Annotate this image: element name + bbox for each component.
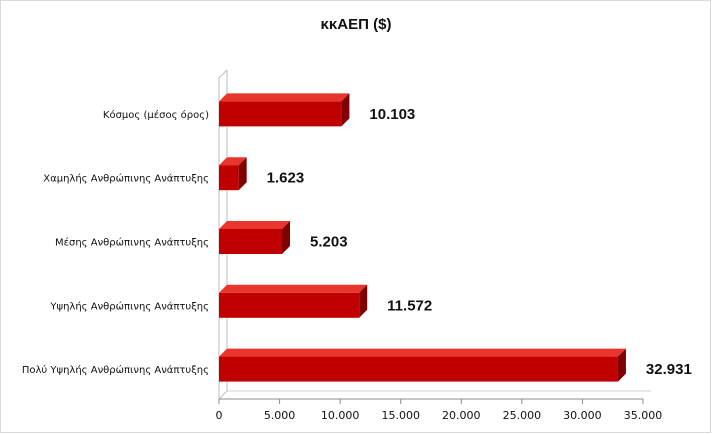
category-label: Μέσης Ανθρώπινης Ανάπτυξης xyxy=(55,237,209,249)
chart-title: κκΑΕΠ ($) xyxy=(320,16,392,33)
bar-top xyxy=(219,284,368,293)
data-label: 1.623 xyxy=(267,170,305,187)
bar-side xyxy=(238,157,247,191)
x-tick-label: 10.000 xyxy=(321,409,360,422)
bar xyxy=(219,165,239,191)
bar-side xyxy=(617,348,626,382)
bar-top xyxy=(219,221,291,229)
x-tick-label: 30.000 xyxy=(563,409,602,422)
left-wall xyxy=(218,69,228,399)
category-label: Πολύ Υψηλής Ανθρώπινης Ανάπτυξης xyxy=(22,364,209,376)
bar xyxy=(219,292,360,318)
bar-top xyxy=(219,348,626,357)
category-label: Υψηλής Ανθρώπινης Ανάπτυξης xyxy=(49,300,209,312)
x-tick-label: 15.000 xyxy=(381,409,420,422)
data-label: 32.931 xyxy=(646,361,692,378)
category-label: Κόσμος (μέσος όρος) xyxy=(103,109,209,121)
x-tick-label: 25.000 xyxy=(503,409,542,422)
x-tick-label: 5.000 xyxy=(264,409,296,422)
bar-top xyxy=(219,93,350,102)
bar-top xyxy=(219,157,247,166)
bar xyxy=(219,101,342,127)
bar-side xyxy=(282,221,291,254)
data-label: 5.203 xyxy=(310,234,348,251)
data-label: 10.103 xyxy=(369,106,415,123)
category-label: Χαμηλής Ανθρώπινης Ανάπτυξης xyxy=(43,173,209,185)
bar-side xyxy=(359,284,368,318)
bar-side xyxy=(341,93,350,127)
x-tick-label: 35.000 xyxy=(624,409,663,422)
bar xyxy=(219,356,618,382)
x-tick-label: 0 xyxy=(216,409,223,422)
data-label: 11.572 xyxy=(387,297,432,314)
bar xyxy=(219,229,283,254)
x-tick-label: 20.000 xyxy=(442,409,481,422)
